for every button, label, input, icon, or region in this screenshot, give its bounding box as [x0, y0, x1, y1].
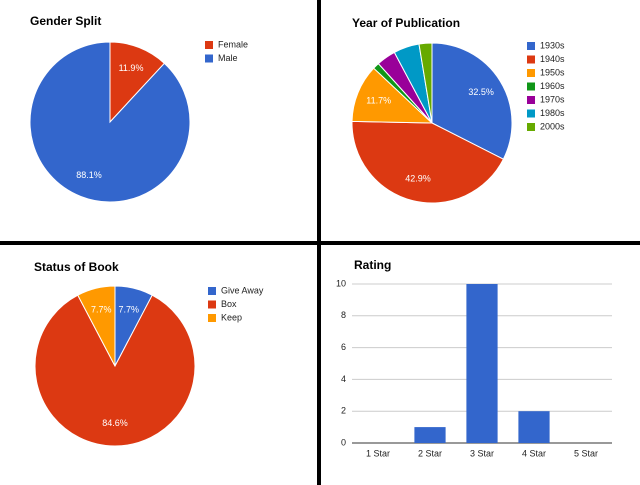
pie-slice	[351, 120, 505, 204]
y-tick-label: 2	[341, 406, 346, 416]
legend-label: Female	[218, 39, 248, 49]
chart-title: Status of Book	[34, 260, 119, 274]
pie-slice	[109, 41, 166, 124]
legend-label: 1960s	[540, 81, 565, 91]
legend-swatch	[527, 69, 535, 77]
y-tick-label: 0	[341, 437, 346, 447]
legend-swatch	[527, 109, 535, 118]
x-tick-label: 3 Star	[470, 448, 494, 458]
pie-slice	[431, 42, 513, 160]
legend-swatch	[527, 96, 535, 104]
y-tick-label: 10	[336, 278, 346, 288]
legend-swatch	[205, 41, 213, 49]
legend-swatch	[208, 314, 216, 322]
y-tick-label: 8	[341, 310, 346, 320]
legend-label: 1970s	[540, 94, 565, 104]
x-tick-label: 5 Star	[574, 448, 598, 458]
legend-label: Male	[218, 53, 238, 63]
legend-swatch	[527, 55, 535, 64]
slice-label: 32.5%	[468, 87, 494, 97]
legend-swatch	[208, 300, 216, 309]
pie-slice	[34, 294, 196, 447]
legend-swatch	[208, 287, 216, 295]
slice-label: 7.7%	[91, 304, 112, 314]
x-tick-label: 4 Star	[522, 448, 546, 458]
x-tick-label: 2 Star	[418, 448, 442, 458]
legend-label: Box	[221, 299, 237, 309]
pie-slice	[29, 41, 191, 203]
chart-title: Rating	[354, 258, 391, 272]
legend-swatch	[527, 123, 535, 131]
slice-label: 84.6%	[102, 418, 128, 428]
legend-label: Give Away	[221, 285, 264, 295]
chart-title: Gender Split	[30, 14, 101, 28]
slice-label: 11.7%	[366, 96, 391, 106]
x-tick-label: 1 Star	[366, 448, 390, 458]
bar	[518, 411, 550, 443]
slice-label: 88.1%	[76, 170, 102, 180]
legend-swatch	[205, 54, 213, 63]
legend-label: 2000s	[540, 121, 565, 131]
slice-label: 11.9%	[119, 63, 144, 73]
legend-label: 1930s	[540, 40, 565, 50]
y-tick-label: 6	[341, 342, 346, 352]
slice-label: 7.7%	[119, 304, 140, 314]
bar	[414, 427, 446, 443]
legend-label: 1980s	[540, 108, 565, 118]
legend-label: 1950s	[540, 67, 565, 77]
legend-label: Keep	[221, 312, 242, 322]
y-tick-label: 4	[341, 374, 346, 384]
pie-slice	[418, 42, 433, 124]
pie-slice	[77, 285, 116, 367]
chart-title: Year of Publication	[352, 16, 460, 30]
legend-label: 1940s	[540, 54, 565, 64]
legend-swatch	[527, 42, 535, 50]
legend-swatch	[527, 82, 535, 91]
slice-label: 42.9%	[405, 173, 431, 183]
bar	[466, 284, 498, 443]
